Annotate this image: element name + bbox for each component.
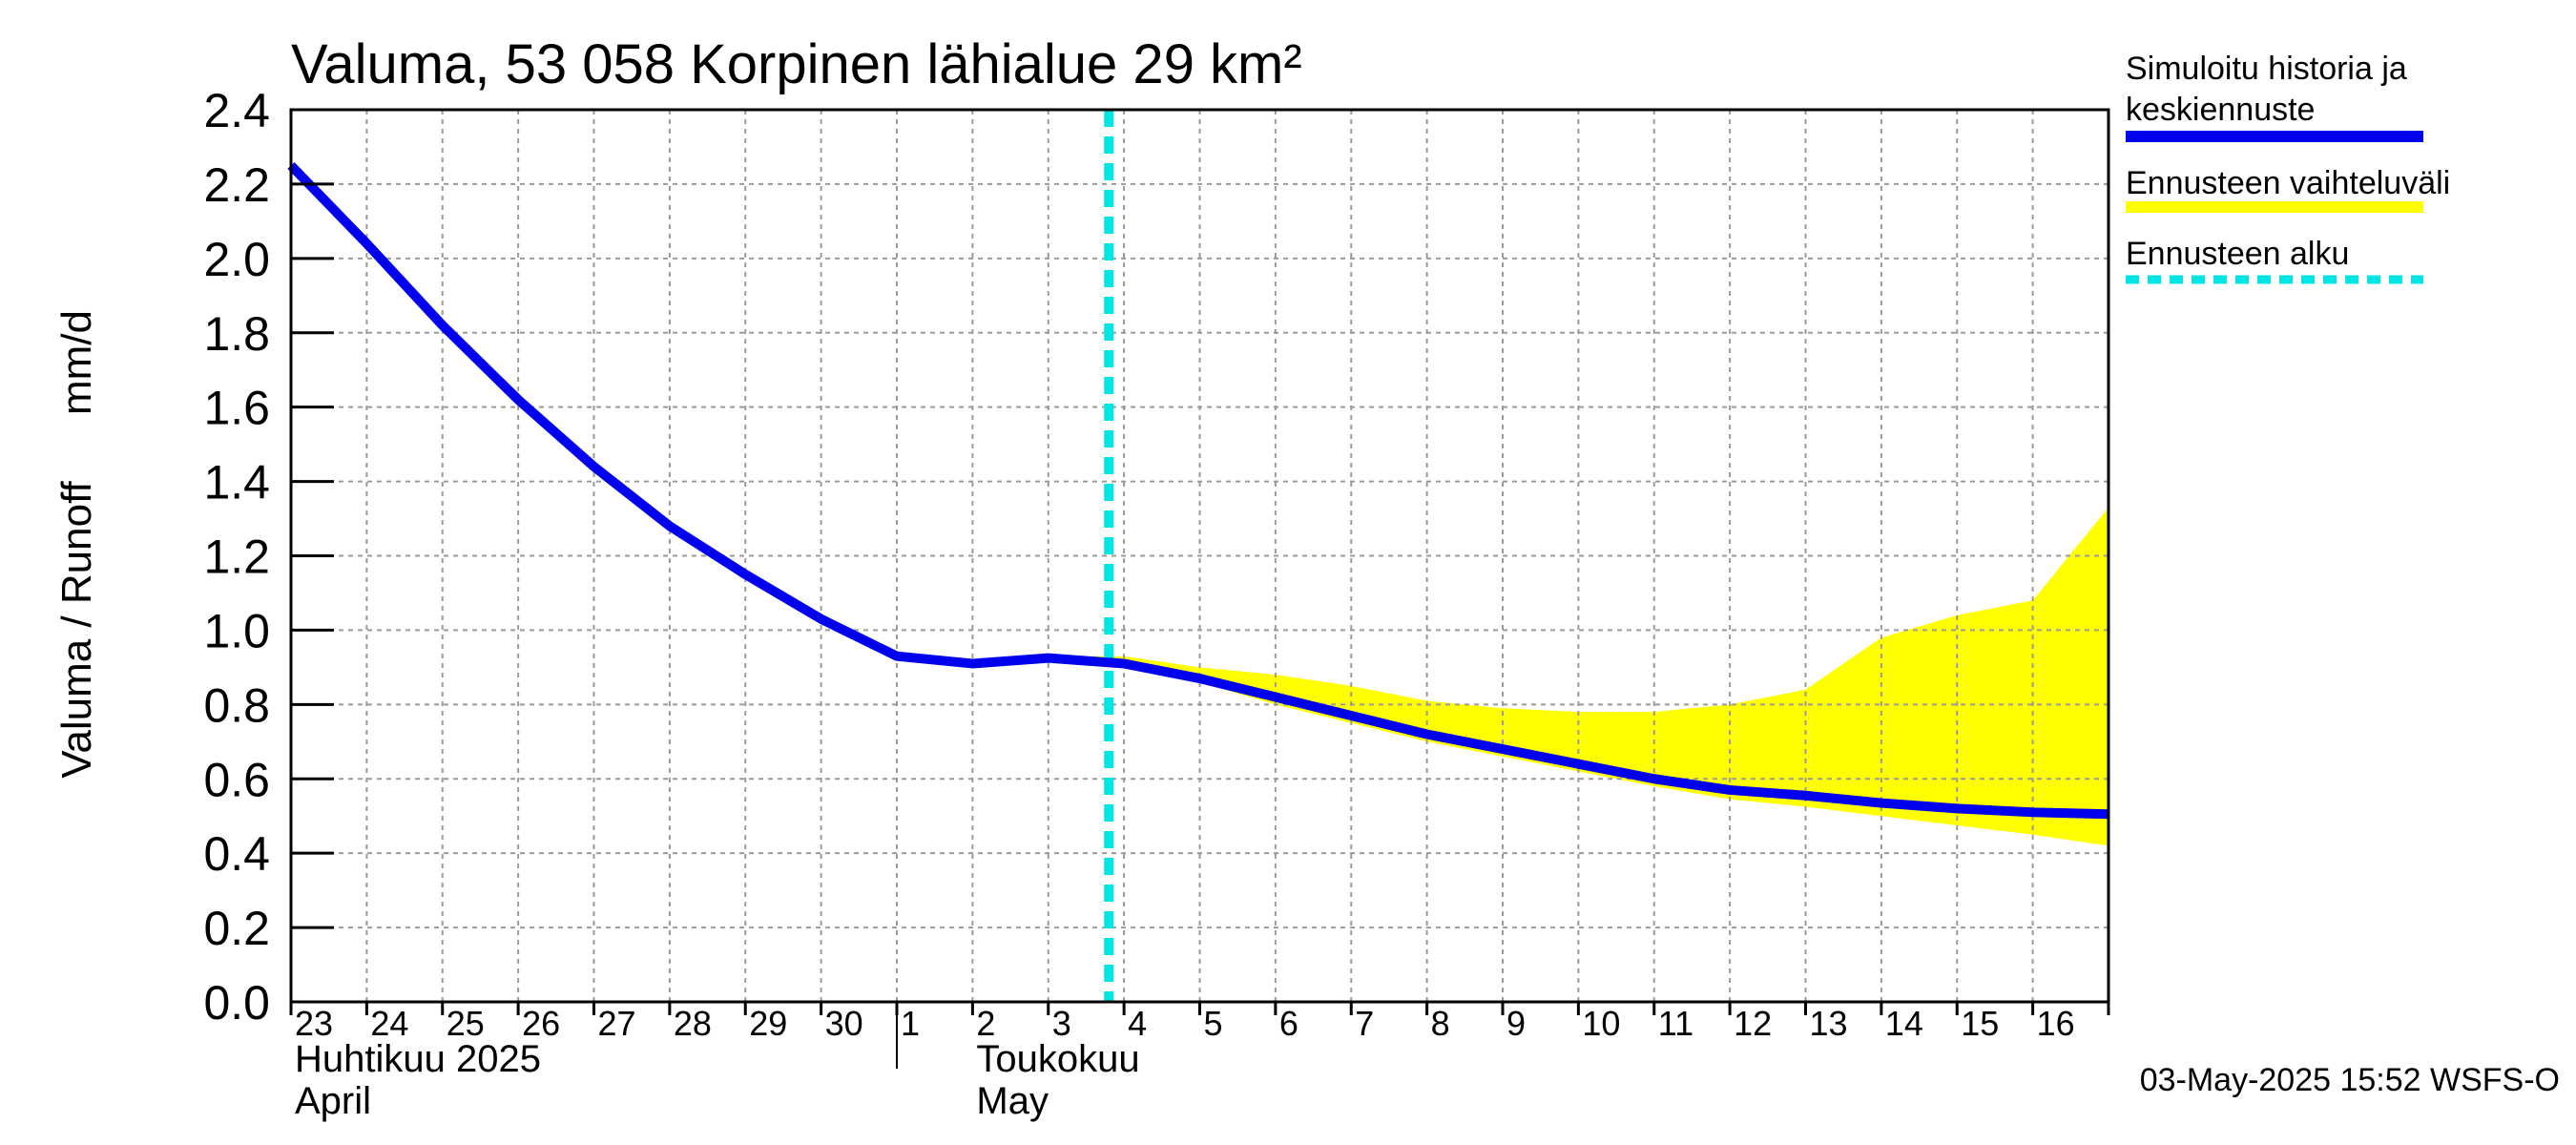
- x-tick-label: 30: [825, 1004, 863, 1043]
- month-label-english: April: [295, 1080, 371, 1122]
- x-tick-label: 8: [1431, 1004, 1450, 1043]
- month-label: Toukokuu: [976, 1038, 1139, 1080]
- forecast-range-band: [1048, 507, 2109, 846]
- legend-label: Ennusteen alku: [2126, 236, 2349, 272]
- y-axis-unit: mm/d: [53, 310, 100, 415]
- y-tick-label: 2.0: [203, 233, 270, 286]
- y-tick-label: 0.8: [203, 678, 270, 732]
- x-tick-label: 23: [295, 1004, 333, 1043]
- x-tick-label: 12: [1734, 1004, 1772, 1043]
- y-tick-label: 2.4: [203, 84, 270, 137]
- y-tick-label: 0.0: [203, 976, 270, 1030]
- y-tick-label: 1.8: [203, 307, 270, 361]
- x-tick-label: 10: [1582, 1004, 1620, 1043]
- legend-label: keskiennuste: [2126, 92, 2315, 128]
- x-tick-label: 9: [1506, 1004, 1526, 1043]
- grid-layer: [291, 110, 2109, 1002]
- y-tick-label: 1.2: [203, 531, 270, 584]
- x-tick-label: 28: [674, 1004, 712, 1043]
- y-tick-label: 2.2: [203, 158, 270, 212]
- footer-timestamp: 03-May-2025 15:52 WSFS-O: [2140, 1062, 2560, 1098]
- x-tick-label: 3: [1052, 1004, 1071, 1043]
- x-tick-label: 29: [749, 1004, 787, 1043]
- y-tick-label: 1.6: [203, 382, 270, 435]
- legend-label: Ennusteen vaihteluväli: [2126, 165, 2450, 201]
- series-line-mean: [287, 161, 2109, 820]
- y-tick-label: 0.2: [203, 902, 270, 955]
- legend: Simuloitu historia ja keskiennuste Ennuste…: [2126, 51, 2450, 284]
- x-tick-label: 1: [901, 1004, 920, 1043]
- x-tick-label: 16: [2037, 1004, 2075, 1043]
- x-tick-label: 6: [1279, 1004, 1298, 1043]
- month-label-english: May: [976, 1080, 1049, 1122]
- x-tick-label: 11: [1658, 1004, 1693, 1043]
- forecast-band-layer: [1048, 507, 2109, 846]
- x-tick-label: 4: [1128, 1004, 1147, 1043]
- y-tick-label: 1.4: [203, 456, 270, 510]
- y-tick-label: 1.0: [203, 604, 270, 657]
- axis-layer: 0.0 0.2 0.4 0.6 0.8 1.0 1.2 1.4 1.6 1.8 2.0 2.2 2.4 2…: [203, 84, 2110, 1122]
- legend-label: Simuloitu historia ja: [2126, 51, 2407, 87]
- x-tick-label: 26: [522, 1004, 560, 1043]
- series-layer: [287, 110, 2109, 1002]
- x-tick-label: 15: [1961, 1004, 1999, 1043]
- x-tick-label: 14: [1885, 1004, 1923, 1043]
- x-tick-label: 13: [1810, 1004, 1848, 1043]
- x-tick-label: 7: [1355, 1004, 1374, 1043]
- month-label: Huhtikuu 2025: [295, 1038, 541, 1080]
- y-tick-label: 0.4: [203, 827, 270, 881]
- x-tick-label: 27: [598, 1004, 636, 1043]
- chart-title: Valuma, 53 058 Korpinen lähialue 29 km²: [291, 33, 1302, 95]
- x-tick-label: 25: [447, 1004, 485, 1043]
- x-tick-label: 2: [976, 1004, 995, 1043]
- x-tick-label: 24: [370, 1004, 408, 1043]
- y-axis-label: Valuma / Runoff: [53, 481, 100, 779]
- x-tick-label: 5: [1204, 1004, 1223, 1043]
- y-tick-label: 0.6: [203, 753, 270, 806]
